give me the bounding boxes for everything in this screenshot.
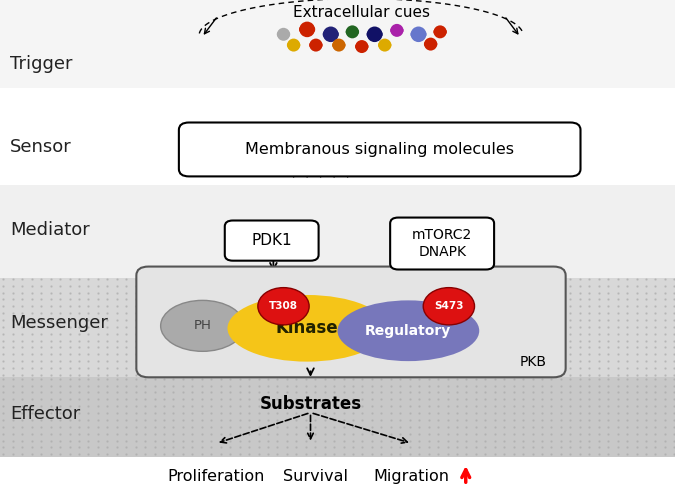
Text: Mediator: Mediator	[10, 221, 90, 239]
Point	[302, 25, 313, 33]
Circle shape	[423, 288, 475, 325]
Circle shape	[299, 24, 315, 35]
Circle shape	[258, 288, 309, 325]
Circle shape	[390, 25, 404, 35]
Circle shape	[433, 27, 447, 37]
Point	[333, 41, 344, 49]
Circle shape	[355, 42, 369, 51]
Point	[435, 28, 446, 36]
Ellipse shape	[227, 295, 387, 362]
Text: Sensor: Sensor	[10, 138, 72, 156]
Text: Substrates: Substrates	[259, 395, 362, 413]
Circle shape	[309, 40, 323, 50]
FancyBboxPatch shape	[0, 377, 675, 457]
Circle shape	[287, 40, 300, 50]
Text: T308: T308	[269, 301, 298, 311]
Circle shape	[378, 40, 392, 50]
Circle shape	[323, 28, 339, 40]
Circle shape	[277, 29, 290, 39]
Circle shape	[367, 28, 383, 40]
Point	[310, 41, 321, 49]
Circle shape	[410, 28, 427, 40]
Text: Kinase: Kinase	[276, 319, 338, 337]
Point	[356, 43, 367, 50]
Point	[425, 40, 436, 48]
Point	[325, 30, 336, 38]
Text: Regulatory: Regulatory	[365, 324, 452, 338]
Point	[413, 30, 424, 38]
FancyBboxPatch shape	[0, 278, 675, 377]
Text: S473: S473	[434, 301, 464, 311]
FancyBboxPatch shape	[0, 88, 675, 185]
Text: Messenger: Messenger	[10, 315, 108, 332]
Point	[288, 41, 299, 49]
Point	[392, 26, 402, 34]
Text: Extracellular cues: Extracellular cues	[293, 5, 429, 20]
Ellipse shape	[161, 300, 244, 351]
Text: Effector: Effector	[10, 405, 80, 423]
Ellipse shape	[338, 300, 479, 361]
Point	[369, 30, 380, 38]
Text: Membranous signaling molecules: Membranous signaling molecules	[245, 142, 514, 157]
Text: Migration: Migration	[374, 469, 450, 484]
Point	[347, 28, 358, 36]
Text: PDK1: PDK1	[251, 233, 292, 248]
Text: PKB: PKB	[520, 355, 547, 368]
Point	[379, 41, 390, 49]
Text: PH: PH	[194, 319, 211, 332]
FancyBboxPatch shape	[390, 218, 494, 270]
Text: Proliferation: Proliferation	[167, 469, 265, 484]
Circle shape	[346, 27, 359, 37]
Text: mTORC2
DNAPK: mTORC2 DNAPK	[412, 228, 472, 259]
Circle shape	[332, 40, 346, 50]
FancyBboxPatch shape	[0, 0, 675, 88]
FancyBboxPatch shape	[225, 220, 319, 261]
Text: Trigger: Trigger	[10, 55, 73, 73]
FancyBboxPatch shape	[179, 122, 580, 176]
Circle shape	[424, 39, 437, 49]
FancyBboxPatch shape	[0, 185, 675, 278]
Text: Survival: Survival	[284, 469, 348, 484]
Point	[278, 30, 289, 38]
FancyBboxPatch shape	[136, 267, 566, 377]
